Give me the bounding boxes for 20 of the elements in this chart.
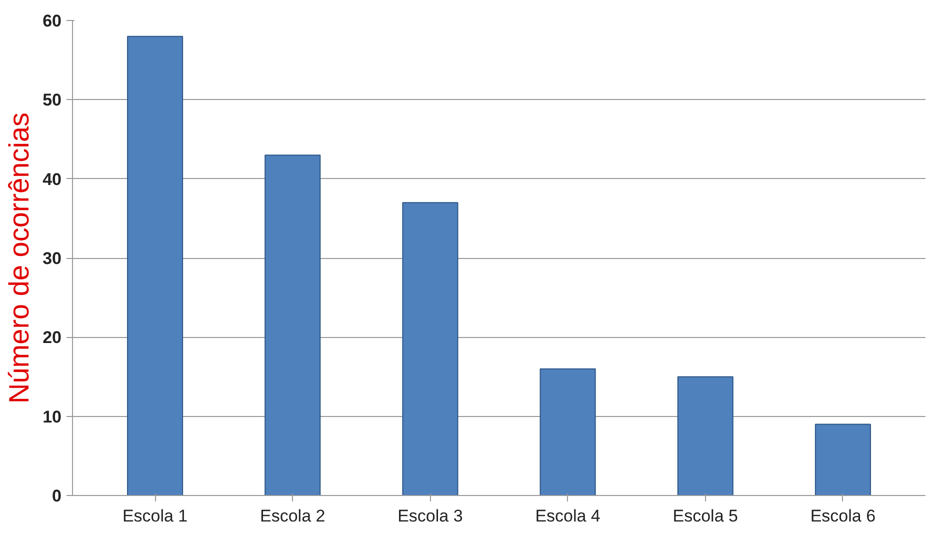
bar	[540, 368, 596, 496]
y-tick-label: 10	[42, 407, 62, 426]
bar	[264, 154, 321, 496]
x-tick-label: Escola 6	[810, 506, 876, 526]
y-tick-label: 50	[42, 90, 62, 110]
y-tick-label: 30	[42, 249, 62, 268]
x-tick-label: Escola 4	[535, 506, 600, 526]
x-tick-label: Escola 2	[260, 506, 326, 526]
x-tick-label: Escola 5	[672, 506, 738, 526]
bar	[127, 36, 184, 496]
x-tick-label: Escola 3	[398, 506, 463, 526]
bar	[814, 424, 871, 496]
y-tick-label: 0	[52, 486, 62, 506]
y-axis-title: Número de ocorrências	[4, 112, 35, 404]
x-tick-label: Escola 1	[122, 506, 188, 526]
y-tick-label: 60	[42, 12, 62, 30]
bar	[402, 202, 458, 496]
y-tick-label: 20	[42, 328, 62, 348]
y-tick-label: 40	[42, 170, 62, 189]
bar	[677, 376, 734, 496]
